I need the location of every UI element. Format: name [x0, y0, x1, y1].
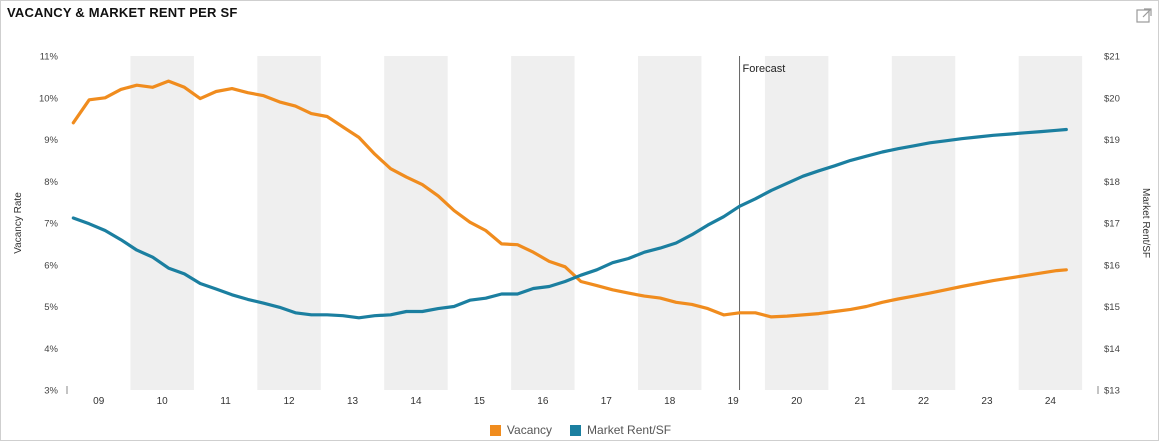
x-tick-label: 22	[918, 396, 930, 407]
vacancy-swatch	[489, 424, 501, 436]
chart-title: VACANCY & MARKET RENT PER SF	[7, 5, 238, 20]
right-tick-label: $21	[1104, 52, 1120, 63]
x-tick-label: 19	[728, 396, 740, 407]
expand-icon[interactable]	[1135, 7, 1153, 25]
right-axis-label: Market Rent/SF	[1140, 188, 1151, 258]
shaded-year-band	[130, 56, 194, 390]
x-tick-label: 23	[981, 396, 993, 407]
shaded-year-band	[764, 56, 829, 390]
left-tick-label: 8%	[44, 177, 58, 188]
market-rent-series-line[interactable]	[71, 127, 1068, 320]
right-tick-label: $19	[1104, 135, 1120, 146]
forecast-label: Forecast	[743, 63, 786, 75]
left-tick-label: 7%	[44, 219, 58, 230]
left-tick-label: 5%	[44, 302, 58, 313]
legend-label-market-rent: Market Rent/SF	[587, 423, 672, 437]
x-tick-label: 24	[1045, 396, 1057, 407]
shaded-year-band	[257, 56, 321, 390]
shaded-year-band	[1018, 56, 1083, 390]
right-tick-label: $17	[1104, 219, 1120, 230]
left-tick-label: 10%	[39, 93, 59, 104]
x-tick-label: 13	[347, 396, 359, 407]
legend-item-market-rent[interactable]: Market Rent/SF	[570, 423, 671, 437]
right-tick-label: $20	[1104, 93, 1120, 104]
x-tick-label: 14	[410, 396, 422, 407]
left-tick-label: 6%	[44, 260, 58, 271]
right-tick-label: $14	[1104, 344, 1120, 355]
right-tick-label: $18	[1104, 177, 1120, 188]
right-tick-label: $15	[1104, 302, 1120, 313]
left-tick-label: 3%	[44, 386, 58, 397]
market-rent-swatch	[570, 424, 582, 436]
chart-canvas: 3% 4% 5% 6% 7% 8% 9% 10% 11% $13 $14 $15 $16 $17 $18 $…	[13, 52, 1151, 408]
right-tick-label: $16	[1104, 260, 1120, 271]
left-axis-label: Vacancy Rate	[13, 192, 24, 254]
x-tick-label: 10	[157, 396, 169, 407]
x-tick-label: 20	[791, 396, 803, 407]
legend-item-vacancy[interactable]: Vacancy	[489, 423, 553, 437]
x-tick-label: 17	[601, 396, 613, 407]
x-tick-label: 21	[855, 396, 867, 407]
vacancy-series-line[interactable]	[71, 79, 1068, 319]
x-tick-label: 09	[93, 396, 105, 407]
x-tick-label: 18	[664, 396, 676, 407]
right-tick-label: $13	[1104, 386, 1120, 397]
legend: Vacancy Market Rent/SF	[1, 423, 1159, 437]
shaded-year-band	[891, 56, 956, 390]
x-tick-label: 11	[220, 396, 231, 407]
shaded-year-band	[511, 56, 575, 390]
x-tick-label: 15	[474, 396, 486, 407]
left-tick-label: 11%	[40, 52, 59, 63]
shaded-year-band	[638, 56, 702, 390]
shaded-year-band	[384, 56, 448, 390]
x-tick-label: 12	[283, 396, 295, 407]
x-tick-label: 16	[537, 396, 549, 407]
left-tick-label: 9%	[44, 135, 58, 146]
left-tick-label: 4%	[44, 344, 58, 355]
legend-label-vacancy: Vacancy	[506, 423, 553, 437]
